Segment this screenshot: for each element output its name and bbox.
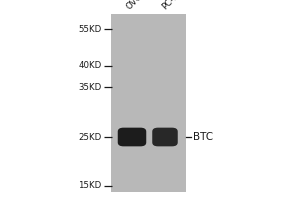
Text: 40KD: 40KD xyxy=(78,62,101,71)
FancyBboxPatch shape xyxy=(118,128,146,146)
Bar xyxy=(111,14,186,192)
Text: 25KD: 25KD xyxy=(78,132,101,142)
Text: BTC: BTC xyxy=(194,132,214,142)
Text: OVCaR-3: OVCaR-3 xyxy=(124,0,158,11)
Text: 35KD: 35KD xyxy=(78,83,101,92)
FancyBboxPatch shape xyxy=(152,128,178,146)
Text: 55KD: 55KD xyxy=(78,24,101,33)
Text: 15KD: 15KD xyxy=(78,182,101,190)
Text: PC-3: PC-3 xyxy=(160,0,181,11)
